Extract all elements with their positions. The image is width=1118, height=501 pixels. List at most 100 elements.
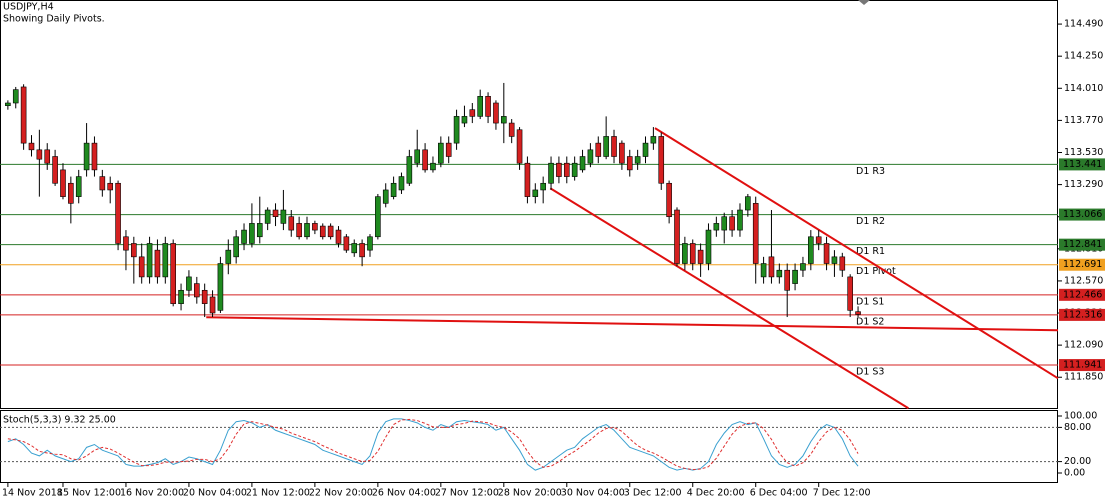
candle-body — [68, 182, 74, 204]
pivot-label: D1 S2 — [856, 316, 884, 327]
candle-body — [296, 223, 302, 238]
candle-body — [642, 142, 649, 157]
candle-body — [249, 223, 255, 244]
candle-body — [682, 243, 688, 264]
candle-body — [327, 225, 334, 238]
trend-line — [206, 316, 1059, 332]
candle-body — [556, 162, 562, 177]
candle-body — [52, 156, 58, 184]
candle-body — [138, 256, 145, 278]
x-tick-label: 4 Dec 20:00 — [687, 488, 745, 499]
pivot-price-box — [1059, 158, 1105, 171]
pivot-price: 113.066 — [1063, 209, 1102, 220]
candle-body — [493, 102, 499, 124]
candle-body — [12, 89, 19, 104]
candle-body — [485, 96, 491, 117]
pivot-label: D1 R3 — [856, 166, 885, 177]
y-tick-label: 112.570 — [1064, 275, 1103, 286]
candle-body — [768, 256, 775, 278]
candle-body — [847, 276, 853, 311]
y-tick-label: 114.490 — [1064, 19, 1103, 30]
candle-body — [99, 176, 106, 191]
trend-line — [654, 127, 1059, 380]
candle-body — [697, 249, 704, 264]
candle-body — [453, 116, 460, 144]
x-tick-label: 14 Nov 2018 — [2, 488, 63, 499]
pivot-price: 111.941 — [1063, 360, 1102, 371]
candle-body — [28, 142, 35, 151]
candle-body — [75, 176, 82, 197]
candle-body — [611, 136, 617, 157]
candle-body — [469, 109, 476, 117]
x-tick-label: 7 Dec 12:00 — [813, 488, 871, 499]
y-tick-label: 111.850 — [1064, 372, 1103, 383]
candle-body — [209, 296, 216, 314]
candle-body — [776, 269, 783, 278]
indicator-y-tick-label: 20.00 — [1064, 456, 1091, 467]
candle-body — [501, 116, 507, 124]
candle-body — [201, 289, 208, 304]
candle-body — [154, 249, 161, 278]
pivot-price: 112.691 — [1063, 259, 1102, 270]
y-tick-label: 113.770 — [1064, 115, 1103, 126]
candle-body — [548, 162, 554, 184]
candle-body — [44, 149, 51, 164]
pivot-price: 113.441 — [1063, 159, 1102, 170]
candle-body — [264, 209, 271, 224]
indicator-title: Stoch(5,3,3) 9.32 25.00 — [3, 415, 116, 426]
candle-body — [335, 229, 342, 244]
candle-body — [461, 116, 468, 124]
pivot-label: D1 S3 — [856, 367, 884, 378]
candle-body — [414, 149, 421, 164]
x-tick-label: 30 Nov 04:00 — [561, 488, 625, 499]
candle-body — [178, 289, 184, 304]
candle-body — [745, 196, 751, 211]
pivot-price-box — [1059, 238, 1105, 251]
candle-body — [760, 263, 767, 278]
indicator-y-tick-label: 100.00 — [1064, 411, 1097, 422]
x-tick-label: 26 Nov 04:00 — [372, 488, 436, 499]
candle-body — [713, 223, 720, 231]
candle-body — [406, 156, 413, 184]
candle-body — [233, 236, 239, 258]
candle-body — [729, 216, 735, 231]
candle-body — [831, 256, 838, 264]
candle-body — [375, 196, 381, 238]
x-tick-label: 3 Dec 12:00 — [624, 488, 682, 499]
y-tick-label: 114.010 — [1064, 83, 1103, 94]
candle-body — [626, 156, 633, 171]
candle-body — [288, 216, 295, 231]
candle-body — [438, 142, 444, 164]
candle-body — [445, 142, 452, 157]
indicator-panel — [0, 410, 1058, 483]
indicator-line — [7, 418, 859, 471]
pivot-price-box — [1059, 208, 1105, 221]
symbol: USDJPY,H4 — [3, 2, 54, 13]
candle-body — [784, 269, 791, 291]
candle-body — [359, 243, 365, 258]
candle-body — [721, 216, 728, 231]
pivot-price-box — [1059, 288, 1105, 301]
candle-body — [752, 203, 759, 264]
candle-body — [107, 182, 114, 191]
candle-body — [800, 263, 806, 271]
x-tick-label: 16 Nov 20:00 — [120, 488, 184, 499]
candle-body — [563, 162, 570, 177]
candle-body — [5, 102, 11, 106]
candle-body — [532, 189, 539, 197]
pivot-price: 112.466 — [1063, 289, 1102, 300]
pivot-price-box — [1059, 308, 1105, 321]
candle-body — [60, 169, 66, 197]
candle-body — [634, 156, 641, 164]
candle-body — [603, 136, 609, 157]
candle-body — [540, 182, 546, 191]
candle-body — [343, 236, 350, 251]
candle-body — [382, 189, 389, 204]
candle-body — [280, 209, 287, 224]
candle-body — [587, 149, 594, 164]
pivot-label: D1 Pivot — [856, 266, 896, 277]
pivot-price: 112.316 — [1063, 309, 1102, 320]
candle-body — [170, 243, 176, 304]
candle-body — [508, 122, 515, 137]
